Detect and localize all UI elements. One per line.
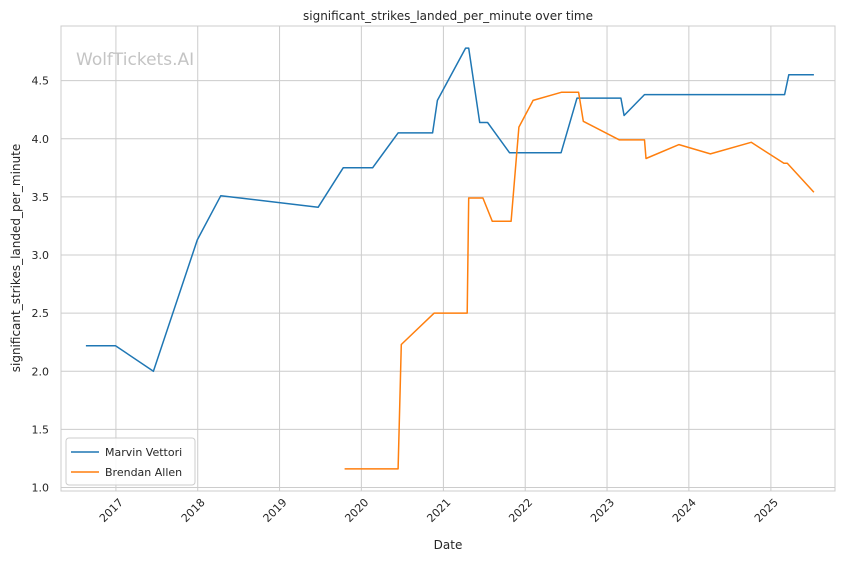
data-point-brendan-allen [645, 157, 648, 160]
grid [61, 26, 835, 491]
data-point-marvin-vettori [576, 97, 579, 100]
data-point-brendan-allen [786, 162, 789, 165]
y-tick-label: 2.5 [32, 307, 50, 320]
data-point-marvin-vettori [436, 99, 439, 102]
watermark: WolfTickets.AI [76, 50, 194, 70]
series-line-brendan-allen [344, 91, 815, 470]
chart-title: significant_strikes_landed_per_minute ov… [303, 9, 593, 23]
data-point-marvin-vettori [114, 344, 117, 347]
data-point-brendan-allen [491, 220, 494, 223]
y-tick-label: 1.5 [32, 423, 50, 436]
data-point-brendan-allen [618, 138, 621, 141]
data-point-marvin-vettori [478, 121, 481, 124]
data-point-marvin-vettori [619, 97, 622, 100]
data-point-brendan-allen [400, 343, 403, 346]
series-layer [84, 47, 815, 470]
legend-box [65, 437, 196, 486]
data-point-marvin-vettori [196, 238, 199, 241]
data-point-marvin-vettori [397, 131, 400, 134]
data-point-brendan-allen [481, 197, 484, 200]
data-point-marvin-vettori [812, 73, 815, 76]
data-point-brendan-allen [467, 197, 470, 200]
y-tick-label: 2.0 [32, 365, 50, 378]
data-point-brendan-allen [577, 91, 580, 94]
data-point-marvin-vettori [560, 151, 563, 154]
x-axis-label: Date [434, 538, 463, 552]
data-point-brendan-allen [582, 120, 585, 123]
y-tick-label: 3.0 [32, 249, 50, 262]
data-point-marvin-vettori [431, 131, 434, 134]
y-axis-label: significant_strikes_landed_per_minute [9, 144, 23, 373]
data-point-marvin-vettori [464, 47, 467, 50]
data-point-brendan-allen [517, 126, 520, 129]
data-point-marvin-vettori [342, 166, 345, 169]
data-point-brendan-allen [560, 91, 563, 94]
data-point-marvin-vettori [84, 344, 87, 347]
series-line-marvin-vettori [85, 47, 814, 373]
data-point-brendan-allen [343, 467, 346, 470]
data-point-marvin-vettori [783, 93, 786, 96]
y-tick-label: 4.5 [32, 75, 50, 88]
data-point-brendan-allen [709, 152, 712, 155]
data-point-brendan-allen [532, 99, 535, 102]
legend-label-marvin-vettori: Marvin Vettori [105, 446, 182, 459]
data-point-brendan-allen [812, 191, 815, 194]
legend-label-brendan-allen: Brendan Allen [105, 466, 182, 479]
data-point-brendan-allen [466, 312, 469, 315]
data-point-marvin-vettori [787, 73, 790, 76]
data-point-marvin-vettori [467, 47, 470, 50]
y-tick-labels: 1.0 1.5 2.0 2.5 3.0 3.5 4.0 4.5 [32, 75, 50, 495]
y-tick-label: 3.5 [32, 191, 50, 204]
data-point-brendan-allen [433, 312, 436, 315]
data-point-brendan-allen [678, 143, 681, 146]
data-point-brendan-allen [750, 141, 753, 144]
data-point-marvin-vettori [317, 206, 320, 209]
data-point-marvin-vettori [219, 194, 222, 197]
data-point-brendan-allen [397, 467, 400, 470]
data-point-brendan-allen [643, 138, 646, 141]
data-point-brendan-allen [510, 220, 513, 223]
y-tick-label: 4.0 [32, 133, 50, 146]
data-point-marvin-vettori [152, 370, 155, 373]
data-point-marvin-vettori [371, 166, 374, 169]
data-point-marvin-vettori [643, 93, 646, 96]
plot-frame [60, 25, 836, 492]
legend: Marvin Vettori Brendan Allen [65, 437, 196, 486]
y-tick-label: 1.0 [32, 482, 50, 495]
data-point-marvin-vettori [508, 151, 511, 154]
data-point-brendan-allen [782, 162, 785, 165]
data-point-marvin-vettori [623, 114, 626, 117]
data-point-marvin-vettori [486, 121, 489, 124]
